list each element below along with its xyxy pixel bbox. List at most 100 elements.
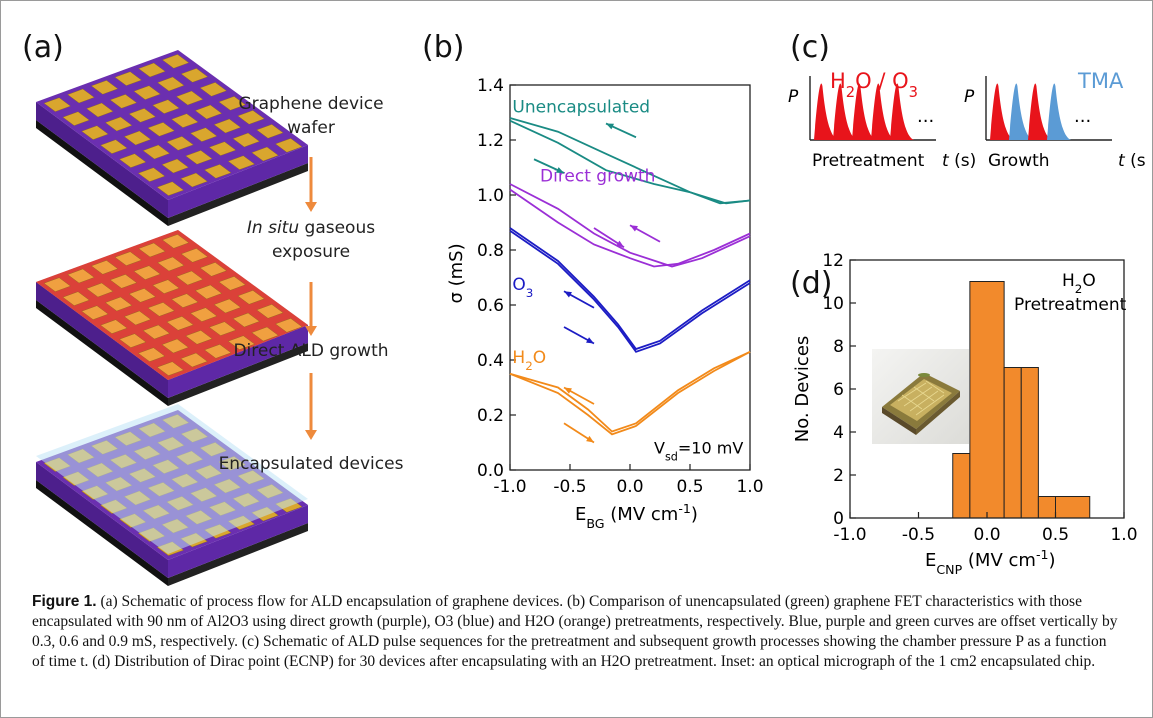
pretreatment-pulses: P Pretreatment t (s)... — [788, 76, 976, 171]
flow-step-wafer: Graphene device wafer — [238, 94, 384, 138]
vsd-annotation: Vsd=10 mV — [654, 439, 743, 464]
pulse-peak — [990, 83, 1014, 140]
histogram-bar-3 — [1020, 367, 1039, 519]
wafer-side-right — [168, 325, 308, 398]
device-pad — [190, 127, 218, 142]
pretreatment-annotation-text: Pretreatment — [1014, 295, 1127, 315]
device-pad — [237, 110, 265, 125]
device-pad — [175, 270, 204, 286]
histogram-bar-4 — [1037, 496, 1056, 519]
y-tick-label: 0.2 — [477, 406, 504, 426]
device-pad — [138, 62, 166, 78]
device-pad — [152, 99, 180, 114]
device-pad — [227, 335, 256, 350]
arrow-unencapsulated-forward — [533, 158, 565, 174]
series-reverse-1 — [509, 183, 751, 268]
y-tick-label: 0.0 — [477, 461, 504, 481]
device-pad — [43, 277, 71, 292]
device-pad — [199, 82, 227, 97]
y-tick-label: 6 — [833, 380, 844, 400]
device-pad — [180, 352, 208, 368]
device-pad — [109, 274, 138, 289]
device-pad — [156, 181, 185, 196]
pulse-axis-p-label: P — [788, 87, 799, 107]
arrow-h2o-forward — [563, 422, 595, 444]
growth-pulses: P Growth t (s)... — [964, 76, 1146, 171]
wafer-side-left — [36, 102, 168, 218]
wafer-side-left — [36, 282, 168, 398]
pretreatment-annotation-h2o: H2O — [1062, 271, 1096, 296]
device-pad — [180, 248, 209, 263]
device-pad — [218, 96, 246, 111]
panel-label-d: (d) — [790, 266, 833, 301]
sweep-arrow-head — [564, 387, 572, 394]
device-pad — [204, 344, 232, 359]
device-pad — [251, 326, 279, 342]
pulse-peak — [814, 83, 838, 140]
x-tick-label: -0.5 — [902, 525, 935, 545]
pulse-peak — [871, 83, 895, 140]
device-pad — [62, 291, 90, 306]
arrow-unencapsulated-reverse — [605, 122, 637, 139]
device-pad — [275, 138, 303, 153]
pulse-peak — [890, 83, 914, 140]
histogram-bar-1 — [969, 281, 1005, 519]
caption-text: (a) Schematic of process flow for ALD en… — [32, 593, 1118, 670]
flow-step-ald: Direct ALD growth — [233, 341, 389, 361]
histogram-chart: 0 2 4 6 8 10 12 -1.0 -0.5 0.0 0.5 1.0 ECNP (MV cm-1)… — [792, 251, 1138, 577]
ald-coating-layer — [36, 404, 308, 554]
wafer-schematic — [36, 50, 308, 586]
arrow-o3-reverse — [563, 290, 595, 309]
device-pad — [232, 132, 260, 148]
series-label-o3: O3 — [512, 275, 533, 300]
sweep-arrow-head — [586, 435, 594, 443]
pulse-sequence-chart: P Pretreatment t (s)... P Growth t (s)... H2O … — [788, 69, 1146, 171]
y-tick-label: 2 — [833, 466, 844, 486]
sweep-arrow-head — [586, 337, 594, 344]
wafer-side-right — [168, 505, 308, 578]
series-forward-2 — [509, 230, 751, 353]
arrow-direct-forward — [593, 227, 625, 249]
device-pad — [90, 260, 119, 275]
y-tick-label: 8 — [833, 337, 844, 357]
device-pad — [43, 97, 71, 112]
wafer-base-left — [36, 300, 168, 406]
y-axis-label: σ (mS) — [446, 243, 467, 303]
figure-caption: Figure 1. (a) Schematic of process flow … — [32, 592, 1122, 672]
device-pad — [190, 307, 218, 322]
x-tick-label: 0.0 — [973, 525, 1000, 545]
x-tick-label: -1.0 — [833, 525, 866, 545]
y-tick-label: 0.6 — [477, 296, 504, 316]
device-pad — [142, 144, 171, 160]
series-forward-0 — [509, 119, 751, 205]
device-pad — [81, 125, 109, 140]
device-pad — [251, 146, 279, 162]
device-pad — [137, 347, 166, 362]
pulse-peak — [833, 83, 857, 140]
device-pad — [67, 268, 95, 284]
device-pad — [161, 234, 190, 249]
device-pad — [114, 251, 142, 266]
series-forward-3 — [509, 351, 751, 436]
device-pad — [157, 256, 185, 272]
panel-label-c: (c) — [790, 30, 830, 65]
device-pad — [166, 136, 194, 151]
device-pad — [213, 118, 242, 134]
device-pad — [199, 262, 227, 277]
device-pad — [152, 279, 180, 294]
y-tick-label: 0.8 — [477, 241, 504, 261]
pulse-axis-t-label: t (s) — [942, 151, 976, 171]
plot-frame — [509, 84, 751, 471]
device-pad — [62, 111, 90, 126]
device-pad — [86, 282, 114, 298]
histogram-bar-5 — [1055, 496, 1091, 519]
wafer-base-left — [36, 480, 168, 586]
series-label-direct-growth: Direct growth — [540, 166, 655, 186]
series-label-h2o: H2O — [512, 348, 546, 373]
wafer-side-right — [168, 145, 308, 218]
x-tick-label: 1.0 — [1110, 525, 1137, 545]
device-pad — [185, 330, 213, 345]
series-reverse-0 — [509, 117, 751, 205]
device-pad — [208, 321, 237, 336]
device-pad — [147, 302, 175, 317]
